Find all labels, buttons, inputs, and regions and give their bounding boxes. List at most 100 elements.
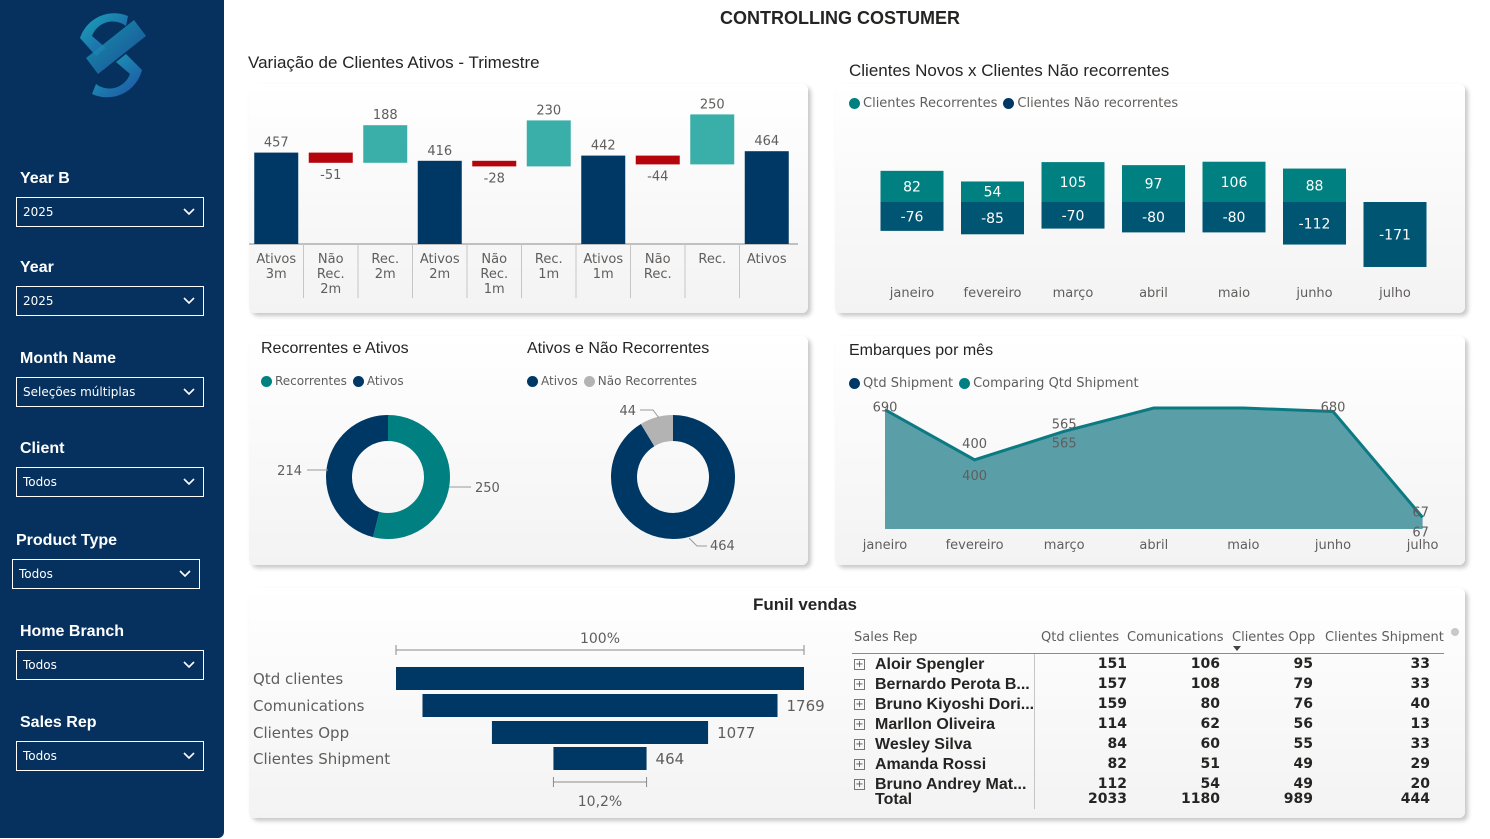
legend-item-ativos[interactable]: Ativos xyxy=(352,374,404,388)
legend-item-recorrentes[interactable]: Clientes Recorrentes xyxy=(849,96,997,111)
legend-item-ativos[interactable]: Ativos xyxy=(527,374,578,388)
funil-bar xyxy=(553,747,647,770)
donuts-card: Recorrentes e Ativos Ativos e Não Recorr… xyxy=(249,336,808,565)
novos-card: Clientes Recorrentes Clientes Não recorr… xyxy=(835,84,1465,313)
funil-top-percent: 100% xyxy=(580,631,620,647)
filter-label: Year B xyxy=(20,170,70,187)
waterfall-bar xyxy=(472,160,517,167)
filter-dropdown[interactable]: Todos xyxy=(16,741,204,771)
chevron-down-icon xyxy=(183,478,195,486)
table-scrollbar[interactable] xyxy=(1451,628,1459,636)
filter-dropdown[interactable]: Todos xyxy=(16,467,204,497)
sales-rep-name: Marllon Oliveira xyxy=(875,716,996,733)
waterfall-data-label: 250 xyxy=(700,97,725,112)
donut-data-label: 214 xyxy=(277,464,302,479)
legend-item-nao-recorrentes[interactable]: Clientes Não recorrentes xyxy=(1003,96,1178,111)
legend-item-nao-recorrentes[interactable]: Não Recorrentes xyxy=(583,374,697,388)
table-row[interactable]: + Aloir Spengler 151 106 95 33 xyxy=(852,656,1444,676)
waterfall-category-label: Ativos xyxy=(583,252,623,267)
filter-dropdown[interactable]: 2025 xyxy=(16,197,204,227)
novos-chart: 82 -76 janeiro 54 -85 fevereiro 105 -70 março 97 -… xyxy=(880,161,1427,301)
legend-item-qtd-shipment[interactable]: Qtd Shipment xyxy=(849,376,953,391)
expand-icon[interactable]: + xyxy=(854,779,865,790)
table-cell: 60 xyxy=(1200,736,1220,752)
waterfall-category-label: 2m xyxy=(320,282,341,297)
nao-recorrentes-data-label: -112 xyxy=(1299,216,1331,232)
column-header[interactable]: Clientes Opp xyxy=(1232,630,1316,645)
filter-dropdown[interactable]: Seleções múltiplas xyxy=(16,377,204,407)
filter-dropdown[interactable]: Todos xyxy=(12,559,200,589)
waterfall-category-label: Ativos xyxy=(256,252,296,267)
chevron-down-icon xyxy=(183,388,195,396)
table-cell: 56 xyxy=(1293,716,1313,732)
waterfall-bar xyxy=(690,114,735,165)
embarques-category-label: abril xyxy=(1139,538,1168,553)
embarques-chart: 690 janeiro 400 400 fevereiro 565 565 março abri… xyxy=(862,400,1439,553)
table-total-row: Total 2033 1180 989 444 xyxy=(852,791,1444,811)
waterfall-data-label: 457 xyxy=(264,136,289,151)
column-header[interactable]: Comunications xyxy=(1127,630,1224,645)
filter-dropdown[interactable]: Todos xyxy=(16,650,204,680)
filter-label: Sales Rep xyxy=(20,714,97,731)
filter-value: Todos xyxy=(23,475,57,489)
column-header[interactable]: Qtd clientes xyxy=(1041,630,1120,645)
legend-item-recorrentes[interactable]: Recorrentes xyxy=(261,374,347,388)
donut-data-label: 250 xyxy=(475,481,500,496)
filter-dropdown[interactable]: 2025 xyxy=(16,286,204,316)
funil-bar xyxy=(396,667,804,690)
column-header[interactable]: Sales Rep xyxy=(854,630,918,645)
waterfall-data-label: 464 xyxy=(754,134,779,149)
expand-icon[interactable]: + xyxy=(854,699,865,710)
header-divider xyxy=(852,653,1444,654)
donut-slice xyxy=(373,415,450,539)
expand-icon[interactable]: + xyxy=(854,659,865,670)
filter-label: Month Name xyxy=(20,350,116,367)
funil-chart: 100% Qtd clientes Comunications 1769 Cliente… xyxy=(253,631,825,810)
table-cell: 54 xyxy=(1200,776,1220,792)
embarques-legend: Qtd Shipment Comparing Qtd Shipment xyxy=(849,376,1139,391)
table-cell: 33 xyxy=(1410,676,1430,692)
table-cell: 151 xyxy=(1097,656,1127,672)
comparing-shipment-label: 67 xyxy=(1412,525,1429,540)
nao-recorrentes-data-label: -80 xyxy=(1223,210,1246,226)
embarques-title: Embarques por mês xyxy=(849,342,994,359)
waterfall-data-label: -51 xyxy=(320,168,341,183)
waterfall-bar xyxy=(581,155,626,244)
expand-icon[interactable]: + xyxy=(854,719,865,730)
sales-rep-name: Bruno Kiyoshi Dori... xyxy=(875,696,1035,713)
nao-recorrentes-data-label: -76 xyxy=(901,209,924,225)
expand-icon[interactable]: + xyxy=(854,739,865,750)
table-cell: 112 xyxy=(1097,776,1127,792)
funil-category-label: Clientes Shipment xyxy=(253,750,390,768)
donut-leader-line xyxy=(640,409,660,419)
table-cell: 106 xyxy=(1190,656,1220,672)
table-row[interactable]: + Bernardo Perota B... 157 108 79 33 xyxy=(852,676,1444,696)
filter-label: Client xyxy=(20,440,65,457)
recorrentes-bar xyxy=(1283,168,1346,202)
table-row[interactable]: + Marllon Oliveira 114 62 56 13 xyxy=(852,716,1444,736)
nao-recorrentes-bar xyxy=(961,202,1024,235)
expand-icon[interactable]: + xyxy=(854,679,865,690)
qtd-shipment-label: 565 xyxy=(1052,417,1077,432)
filter-value: Todos xyxy=(23,658,57,672)
table-row[interactable]: + Bruno Kiyoshi Dori... 159 80 76 40 xyxy=(852,696,1444,716)
recorrentes-data-label: 105 xyxy=(1060,175,1087,191)
sort-descending-icon[interactable] xyxy=(1233,646,1241,651)
table-row[interactable]: + Bruno Andrey Mat... 112 54 49 20 xyxy=(852,776,1444,796)
waterfall-data-label: 416 xyxy=(427,144,452,159)
column-header[interactable]: Clientes Shipment xyxy=(1325,630,1444,645)
table-cell: 84 xyxy=(1107,736,1127,752)
table-row[interactable]: + Wesley Silva 84 60 55 33 xyxy=(852,736,1444,756)
recorrentes-data-label: 88 xyxy=(1306,178,1324,194)
waterfall-bar xyxy=(308,152,353,163)
legend-item-comparing[interactable]: Comparing Qtd Shipment xyxy=(959,376,1139,391)
filter-value: Todos xyxy=(19,567,53,581)
recorrentes-data-label: 54 xyxy=(984,185,1002,201)
chevron-down-icon xyxy=(183,208,195,216)
waterfall-category-label: Rec. xyxy=(480,267,508,282)
expand-icon[interactable]: + xyxy=(854,759,865,770)
sales-rep-name: Bernardo Perota B... xyxy=(875,676,1030,693)
table-row[interactable]: + Amanda Rossi 82 51 49 29 xyxy=(852,756,1444,776)
table-cell: 114 xyxy=(1097,716,1127,732)
novos-category-label: junho xyxy=(1295,286,1332,301)
